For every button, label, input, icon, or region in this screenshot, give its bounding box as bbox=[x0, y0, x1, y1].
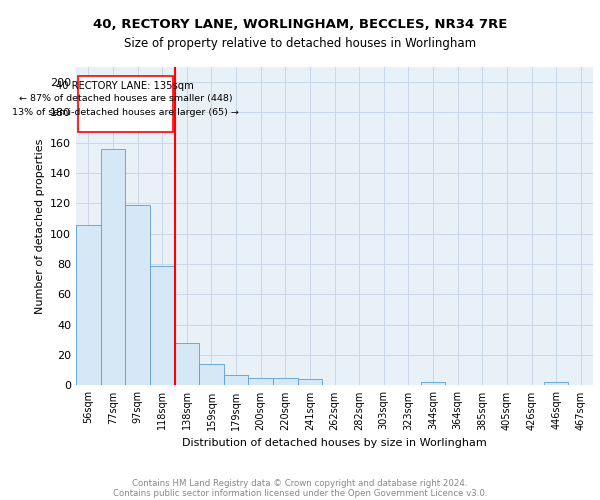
Text: 40, RECTORY LANE, WORLINGHAM, BECCLES, NR34 7RE: 40, RECTORY LANE, WORLINGHAM, BECCLES, N… bbox=[93, 18, 507, 30]
Bar bbox=[273, 378, 298, 386]
Bar bbox=[224, 375, 248, 386]
Bar bbox=[101, 149, 125, 386]
Bar bbox=[421, 382, 445, 386]
Y-axis label: Number of detached properties: Number of detached properties bbox=[35, 138, 44, 314]
Bar bbox=[298, 380, 322, 386]
Bar bbox=[125, 205, 150, 386]
Text: Size of property relative to detached houses in Worlingham: Size of property relative to detached ho… bbox=[124, 38, 476, 51]
Text: 40 RECTORY LANE: 135sqm: 40 RECTORY LANE: 135sqm bbox=[56, 80, 194, 90]
Bar bbox=[150, 266, 175, 386]
Text: Contains public sector information licensed under the Open Government Licence v3: Contains public sector information licen… bbox=[113, 488, 487, 498]
Bar bbox=[544, 382, 568, 386]
X-axis label: Distribution of detached houses by size in Worlingham: Distribution of detached houses by size … bbox=[182, 438, 487, 448]
Bar bbox=[199, 364, 224, 386]
Text: 13% of semi-detached houses are larger (65) →: 13% of semi-detached houses are larger (… bbox=[12, 108, 239, 117]
Bar bbox=[76, 224, 101, 386]
FancyBboxPatch shape bbox=[78, 76, 173, 132]
Bar bbox=[175, 343, 199, 386]
Bar bbox=[248, 378, 273, 386]
Text: Contains HM Land Registry data © Crown copyright and database right 2024.: Contains HM Land Registry data © Crown c… bbox=[132, 478, 468, 488]
Text: ← 87% of detached houses are smaller (448): ← 87% of detached houses are smaller (44… bbox=[19, 94, 232, 103]
